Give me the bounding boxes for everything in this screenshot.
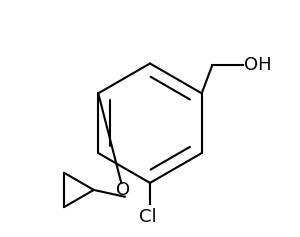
Text: OH: OH <box>244 56 272 74</box>
Text: Cl: Cl <box>139 208 157 225</box>
Text: O: O <box>116 181 130 199</box>
